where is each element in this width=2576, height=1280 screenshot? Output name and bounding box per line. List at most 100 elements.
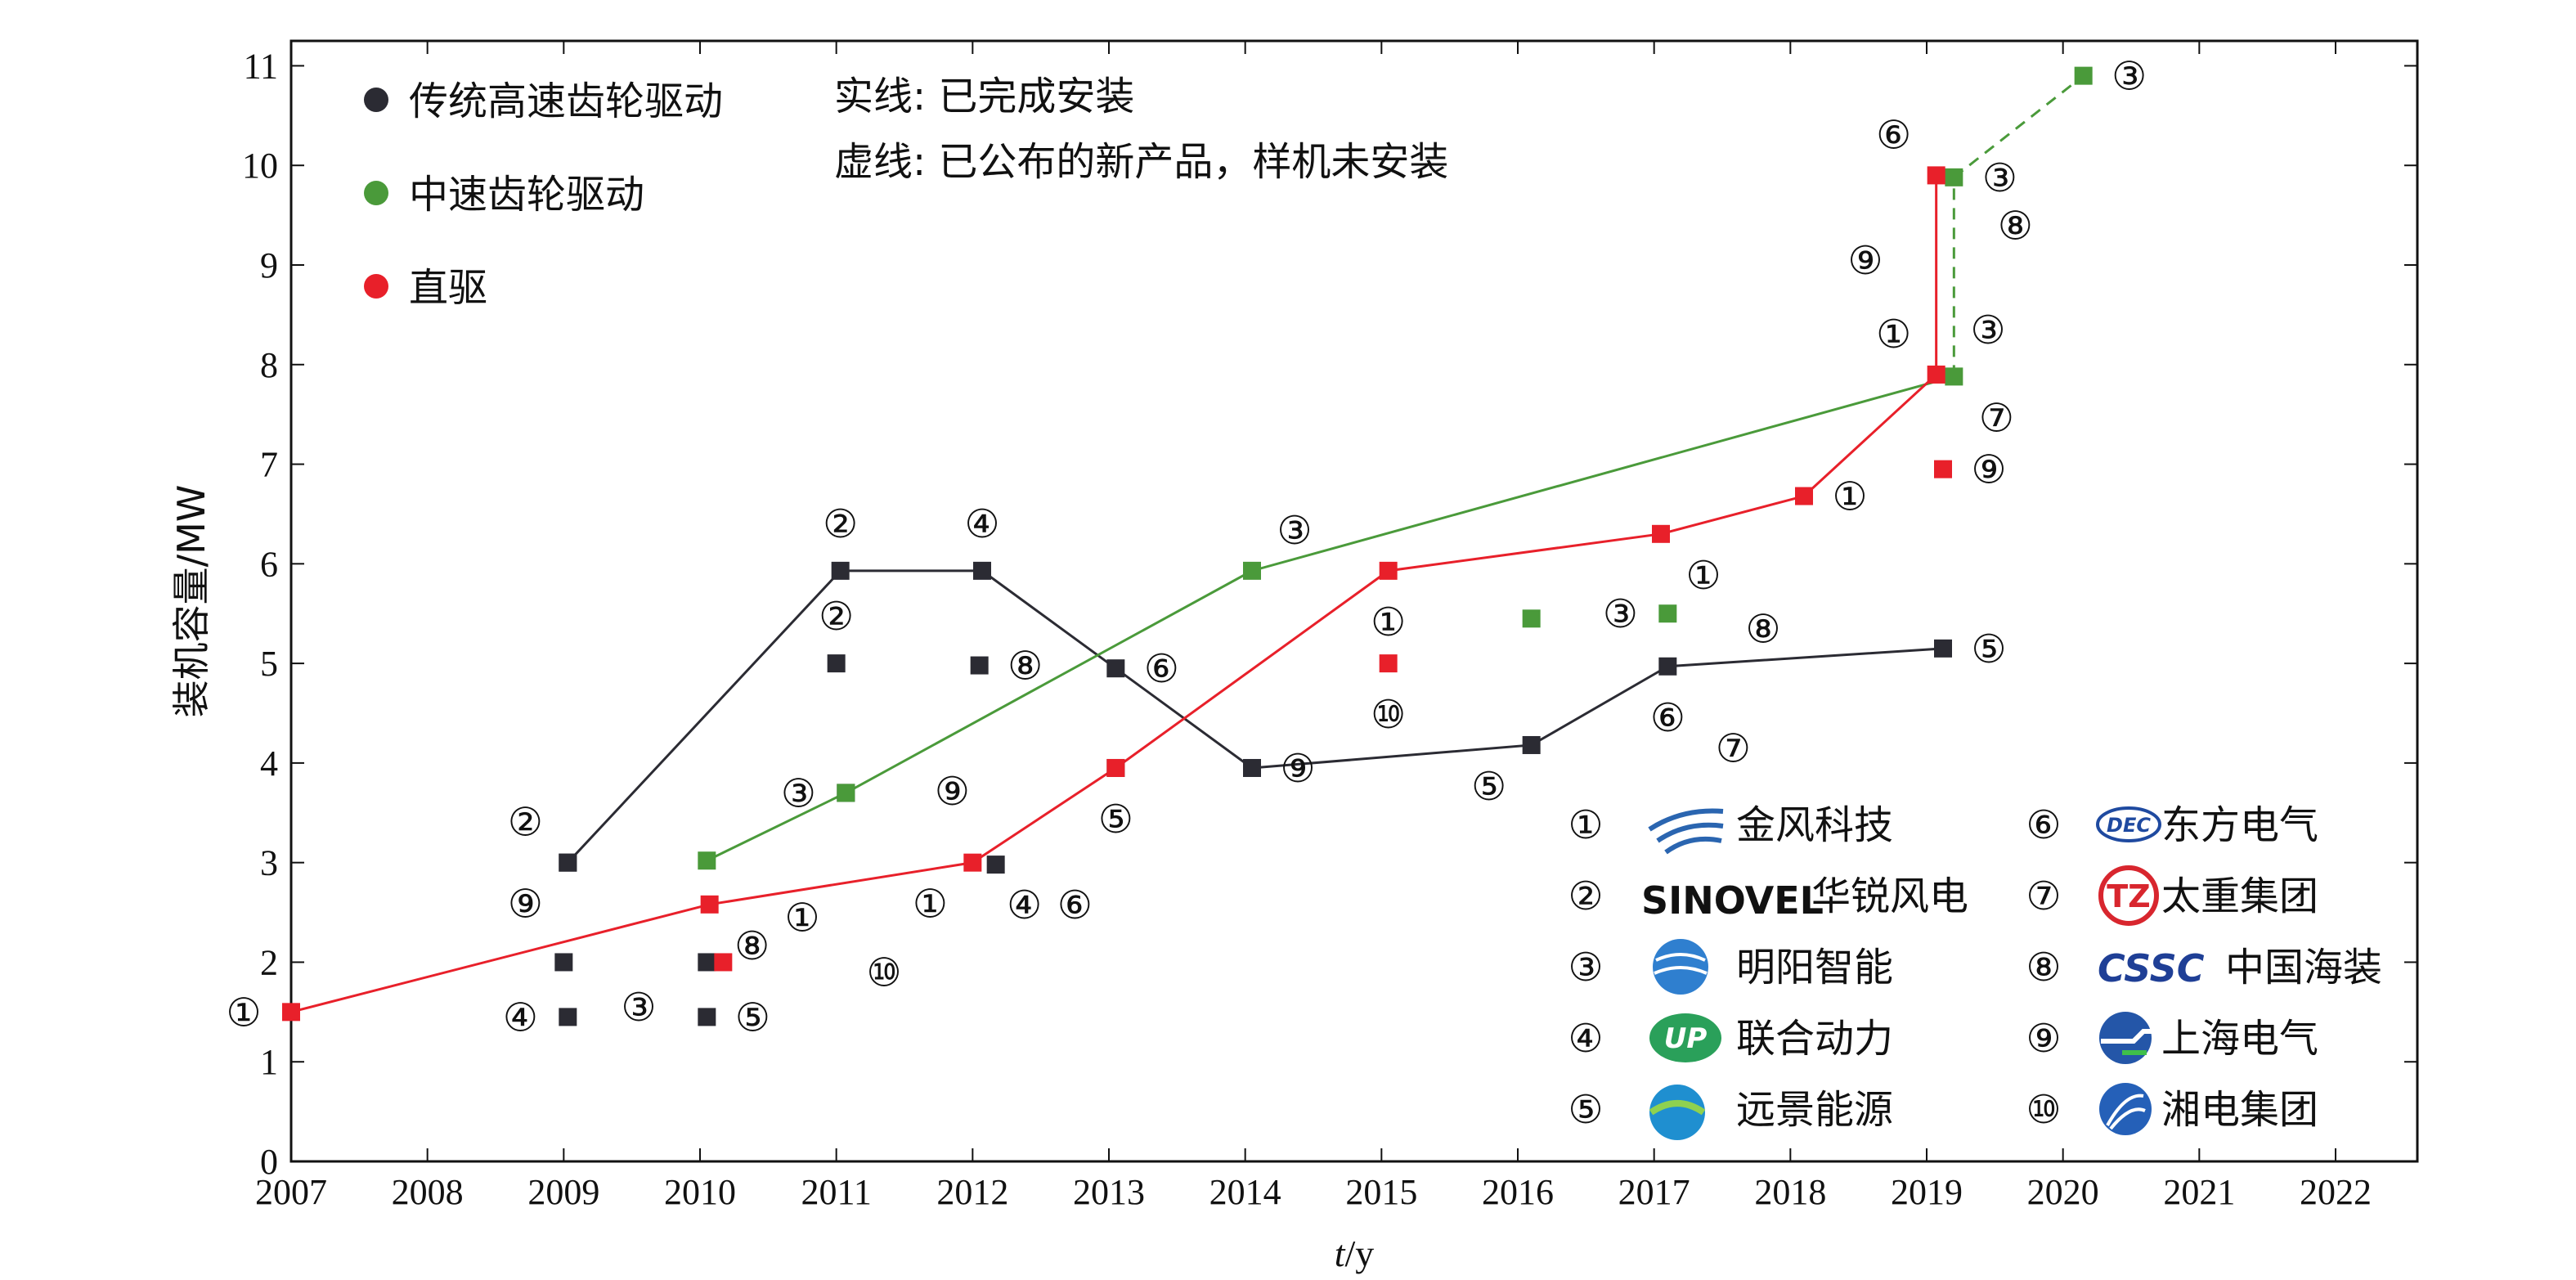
point-label: ① bbox=[226, 990, 261, 1035]
manufacturer-name: 湘电集团 bbox=[2161, 1087, 2318, 1133]
legend-swatch-high_speed bbox=[364, 88, 388, 112]
data-point-direct bbox=[1379, 561, 1398, 580]
manufacturer-number: ⑧ bbox=[2026, 945, 2061, 990]
legend-label-high_speed: 传统高速齿轮驱动 bbox=[409, 79, 723, 124]
x-tick-label: 2014 bbox=[1209, 1172, 1281, 1212]
manufacturer-number: ③ bbox=[1568, 945, 1603, 990]
point-label: ⑤ bbox=[1471, 764, 1506, 810]
point-label: ⑦ bbox=[1979, 395, 2014, 441]
line-note: 虚线: 已公布的新产品，样机未安装 bbox=[834, 139, 1448, 185]
dec-logo-icon-text: DEC bbox=[2107, 814, 2151, 837]
y-tick-label: 6 bbox=[260, 544, 278, 584]
mingyang-logo-icon-lines bbox=[1654, 953, 1708, 975]
manufacturer-name: 中国海装 bbox=[2225, 945, 2382, 990]
x-tick-label: 2013 bbox=[1073, 1172, 1145, 1212]
data-point-high_speed bbox=[1522, 735, 1541, 754]
y-tick-label: 8 bbox=[260, 345, 278, 385]
y-axis-title: 装机容量/MW bbox=[169, 485, 213, 718]
data-point-high_speed bbox=[1658, 657, 1677, 676]
manufacturer-entry: ⑤ 远景能源 bbox=[1568, 1085, 1893, 1140]
manufacturer-name: 东方电气 bbox=[2161, 802, 2318, 848]
point-label: ⑥ bbox=[1144, 646, 1179, 692]
manufacturer-entry: ③ 明阳智能 bbox=[1568, 939, 1893, 995]
manufacturer-number: ① bbox=[1568, 802, 1603, 848]
data-point-medium_speed bbox=[1243, 561, 1261, 580]
envision-logo-icon bbox=[1649, 1085, 1705, 1140]
x-axis-title: t/y bbox=[1335, 1233, 1375, 1274]
point-label: ① bbox=[1371, 600, 1406, 645]
x-tick-label: 2010 bbox=[664, 1172, 736, 1212]
x-tick-label: 2015 bbox=[1345, 1172, 1417, 1212]
y-tick-label: 4 bbox=[260, 743, 278, 784]
data-point-high_speed bbox=[698, 1008, 716, 1026]
goldwind-logo-icon bbox=[1648, 808, 1724, 832]
plot-frame bbox=[289, 39, 2419, 1163]
manufacturer-name: 明阳智能 bbox=[1736, 945, 1893, 990]
free-label: ⑧ bbox=[1998, 203, 2033, 249]
point-label: ⑧ bbox=[734, 923, 770, 969]
data-point-high_speed bbox=[1934, 639, 1952, 658]
data-point-direct bbox=[1106, 758, 1125, 777]
x-tick-label: 2019 bbox=[1891, 1172, 1963, 1212]
series-line-medium_speed-solid bbox=[706, 375, 1954, 862]
data-point-direct bbox=[1795, 487, 1813, 505]
legend-label-direct: 直驱 bbox=[409, 265, 487, 311]
x-tick-label: 2012 bbox=[936, 1172, 1008, 1212]
data-point-high_speed bbox=[970, 656, 989, 675]
x-tick-label: 2018 bbox=[1754, 1172, 1826, 1212]
cssc-logo-icon: CSSC bbox=[2098, 946, 2205, 990]
shanghai-electric-logo-icon-mark bbox=[2101, 1029, 2155, 1044]
sinovel-logo-icon: SINOVEL bbox=[1641, 878, 1824, 923]
point-label: ④ bbox=[503, 995, 538, 1040]
manufacturer-entry: ④ UP 联合动力 bbox=[1568, 1013, 1893, 1062]
point-label: ⑥ bbox=[1650, 695, 1685, 741]
free-label: ④ bbox=[1007, 883, 1042, 928]
manufacturer-number: ⑦ bbox=[2026, 874, 2061, 919]
manufacturer-number: ④ bbox=[1568, 1016, 1603, 1062]
xemc-logo-icon-mark bbox=[2106, 1094, 2146, 1130]
data-point-direct bbox=[1927, 166, 1945, 185]
point-label: ③ bbox=[1277, 508, 1312, 554]
manufacturer-name: 金风科技 bbox=[1736, 802, 1893, 848]
y-tick-label: 7 bbox=[260, 445, 278, 485]
manufacturer-name: 联合动力 bbox=[1736, 1016, 1893, 1062]
dec-logo-icon bbox=[2096, 806, 2161, 842]
x-tick-label: 2021 bbox=[2163, 1172, 2235, 1212]
y-tick-label: 2 bbox=[260, 942, 278, 982]
y-tick-label: 5 bbox=[260, 644, 278, 684]
up-logo-icon bbox=[1649, 1013, 1721, 1062]
manufacturer-name: 华锐风电 bbox=[1811, 874, 1968, 919]
free-label: ⑨ bbox=[935, 769, 970, 815]
data-point-high_speed bbox=[698, 953, 716, 972]
data-point-high_speed bbox=[831, 561, 850, 580]
y-tick-label: 9 bbox=[260, 245, 278, 285]
data-point-direct bbox=[1934, 460, 1952, 478]
data-point-direct bbox=[1927, 365, 1945, 384]
point-label: ③ bbox=[2112, 54, 2147, 100]
x-tick-label: 2007 bbox=[255, 1172, 327, 1212]
data-point-high_speed bbox=[559, 853, 577, 872]
free-label: ③ bbox=[621, 985, 656, 1031]
shanghai-electric-logo-icon bbox=[2099, 1012, 2152, 1064]
point-label: ① bbox=[1876, 312, 1911, 357]
point-label: ⑥ bbox=[1876, 112, 1911, 158]
data-point-high_speed bbox=[554, 953, 573, 972]
manufacturer-entry: ⑨ 上海电气 bbox=[2026, 1012, 2318, 1064]
legend-swatch-medium_speed bbox=[364, 181, 388, 205]
data-point-high_speed bbox=[559, 1008, 577, 1026]
data-point-high_speed bbox=[1243, 758, 1261, 777]
manufacturer-entry: ① 金风科技 bbox=[1568, 802, 1893, 855]
manufacturer-number: ② bbox=[1568, 874, 1603, 919]
point-label: ② bbox=[819, 594, 854, 640]
data-point-direct bbox=[1652, 524, 1670, 543]
point-label: ⑤ bbox=[735, 995, 770, 1040]
free-label: ⑥ bbox=[1057, 883, 1093, 928]
x-tick-label: 2011 bbox=[801, 1172, 871, 1212]
point-label: ② bbox=[508, 800, 543, 846]
x-tick-label: 2017 bbox=[1618, 1172, 1690, 1212]
manufacturer-name: 上海电气 bbox=[2161, 1016, 2318, 1062]
data-points bbox=[282, 66, 2093, 1026]
